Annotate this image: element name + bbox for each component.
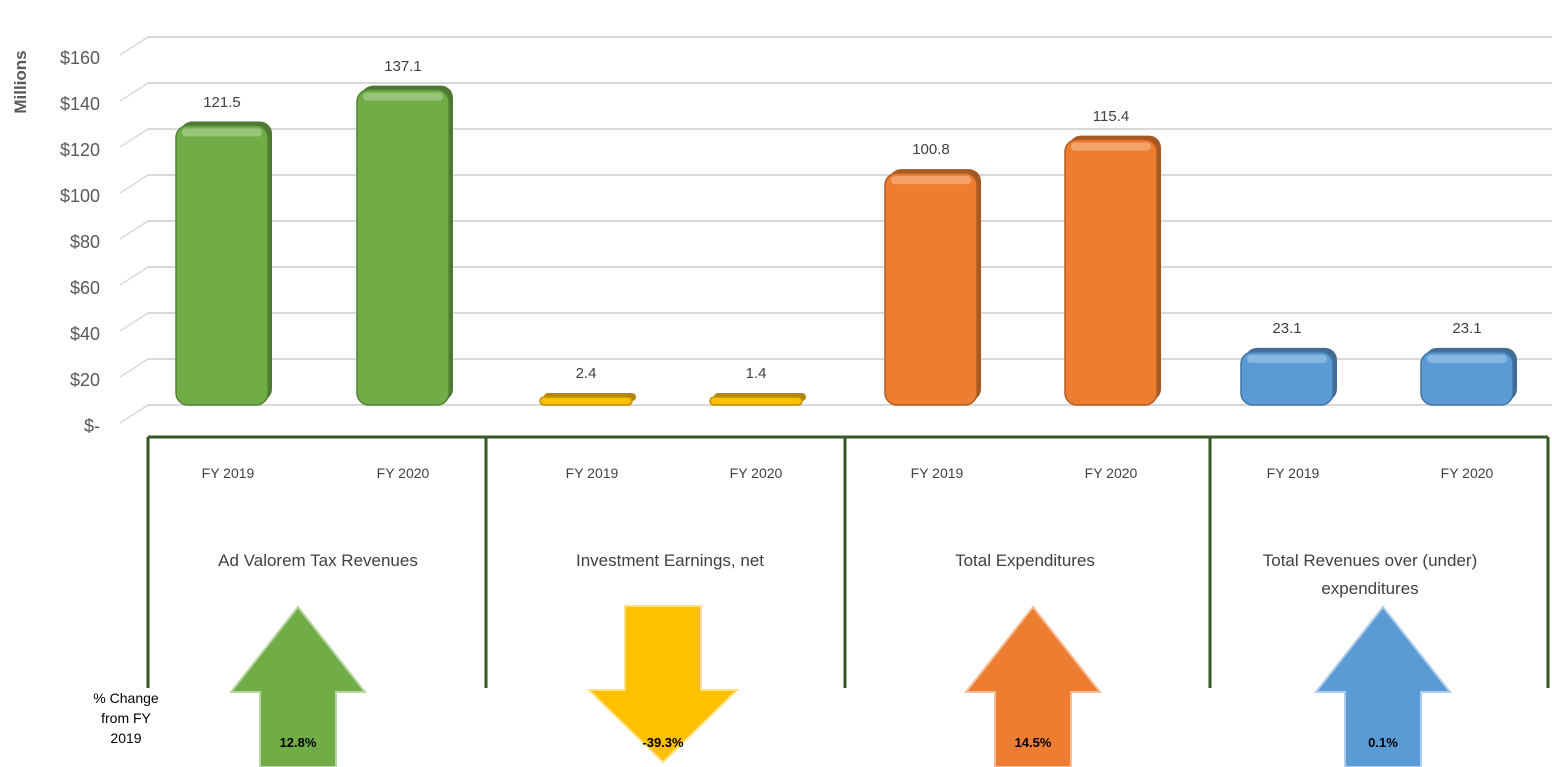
y-tick-label: $160 (59, 48, 100, 68)
bar-highlight (891, 176, 971, 185)
data-label: 121.5 (203, 93, 241, 111)
gridline-diagonal (119, 312, 149, 332)
y-tick-label: $120 (59, 140, 100, 160)
category-label: Investment Earnings, net (575, 551, 765, 570)
arrow-up-icon (963, 605, 1103, 767)
gridline-diagonal (119, 266, 149, 286)
bar (175, 124, 269, 406)
x-tick-label: FY 2019 (565, 465, 619, 481)
x-tick-label: FY 2020 (1084, 465, 1138, 481)
y-axis-title: Millions (6, 22, 36, 142)
x-tick-label: FY 2020 (1440, 465, 1494, 481)
arrow-up-icon (1313, 605, 1453, 767)
gridline-diagonal (119, 82, 149, 102)
bar (709, 396, 803, 406)
data-label: 115.4 (1092, 107, 1130, 125)
y-tick-label: $40 (69, 324, 100, 344)
bar-highlight (1247, 354, 1327, 363)
category-label: Ad Valorem Tax Revenues (218, 551, 418, 570)
category-label: Total Expenditures (955, 551, 1095, 570)
percent-change-label: 14.5% (1014, 735, 1052, 750)
bar (356, 88, 450, 406)
arrow-down-icon (586, 605, 740, 764)
bar-highlight (182, 128, 262, 137)
bar-highlight (1071, 142, 1151, 151)
bar-highlight (363, 92, 443, 101)
data-label: 1.4 (745, 365, 767, 382)
x-tick-label: FY 2020 (729, 465, 783, 481)
gridline-diagonal (119, 220, 149, 240)
percent-change-title: % Change from FY 2019 (93, 690, 159, 746)
percent-change-label: 0.1% (1368, 735, 1398, 750)
bar (539, 396, 633, 406)
y-tick-label: $20 (69, 370, 100, 390)
y-tick-label: $140 (59, 94, 100, 114)
data-label: 100.8 (912, 141, 950, 159)
gridline-diagonal (119, 404, 149, 424)
y-tick-label: $- (83, 416, 100, 436)
data-label: 23.1 (1452, 319, 1482, 337)
x-tick-label: FY 2019 (910, 465, 964, 481)
category-label: Total Revenues over (under) expenditures (1262, 551, 1478, 598)
gridline-diagonal (119, 36, 149, 56)
percent-change-label: 12.8% (279, 735, 317, 750)
y-tick-label: $80 (69, 232, 100, 252)
gridline-diagonal (119, 128, 149, 148)
bar (884, 172, 978, 406)
gridline-diagonal (119, 174, 149, 194)
x-tick-label: FY 2019 (1266, 465, 1320, 481)
bar (1240, 351, 1334, 406)
bar-highlight (1427, 354, 1507, 363)
gridline-diagonal (119, 358, 149, 378)
y-tick-label: $100 (59, 186, 100, 206)
x-tick-label: FY 2020 (376, 465, 430, 481)
bar (1420, 351, 1514, 406)
x-tick-label: FY 2019 (201, 465, 255, 481)
y-axis-title-text: Millions (11, 50, 30, 114)
arrow-up-icon (228, 605, 368, 767)
bar (1064, 138, 1158, 406)
y-tick-label: $60 (69, 278, 100, 298)
data-label: 2.4 (575, 365, 597, 382)
data-label: 137.1 (384, 57, 422, 75)
percent-change-label: -39.3% (642, 735, 684, 750)
data-label: 23.1 (1272, 319, 1302, 337)
